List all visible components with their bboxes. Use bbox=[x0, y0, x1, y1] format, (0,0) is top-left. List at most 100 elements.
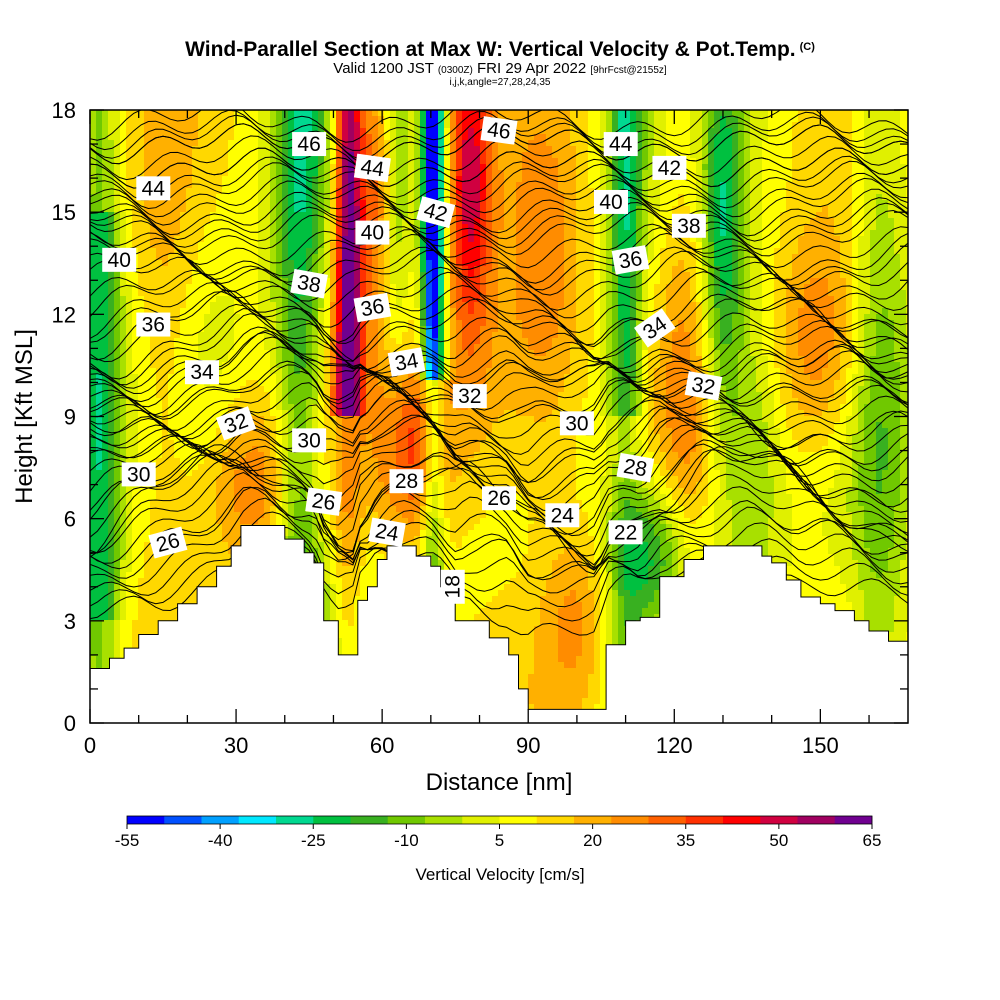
velocity-cell bbox=[300, 362, 307, 369]
velocity-cell bbox=[168, 380, 175, 387]
velocity-cell bbox=[324, 260, 331, 267]
velocity-cell bbox=[240, 392, 247, 399]
velocity-cell bbox=[372, 506, 379, 513]
velocity-cell bbox=[240, 404, 247, 411]
velocity-cell bbox=[228, 350, 235, 357]
velocity-cell bbox=[312, 410, 319, 417]
velocity-cell bbox=[102, 188, 109, 195]
velocity-cell bbox=[180, 176, 187, 183]
velocity-cell bbox=[168, 236, 175, 243]
velocity-cell bbox=[96, 530, 103, 537]
velocity-cell bbox=[216, 314, 223, 321]
velocity-cell bbox=[366, 248, 373, 255]
velocity-cell bbox=[126, 446, 133, 453]
velocity-cell bbox=[120, 626, 127, 633]
velocity-cell bbox=[246, 458, 253, 465]
velocity-cell bbox=[354, 176, 361, 183]
velocity-cell bbox=[258, 500, 265, 507]
velocity-cell bbox=[96, 194, 103, 201]
velocity-cell bbox=[138, 620, 145, 627]
velocity-cell bbox=[264, 128, 271, 135]
velocity-cell bbox=[198, 506, 205, 513]
velocity-cell bbox=[354, 416, 361, 423]
velocity-cell bbox=[180, 374, 187, 381]
velocity-cell bbox=[108, 230, 115, 237]
velocity-cell bbox=[342, 326, 349, 333]
velocity-cell bbox=[228, 206, 235, 213]
velocity-cell bbox=[132, 314, 139, 321]
velocity-cell bbox=[150, 116, 157, 123]
velocity-cell bbox=[246, 404, 253, 411]
velocity-cell bbox=[192, 176, 199, 183]
velocity-cell bbox=[318, 344, 325, 351]
velocity-cell bbox=[216, 374, 223, 381]
velocity-cell bbox=[318, 116, 325, 123]
velocity-cell bbox=[132, 494, 139, 501]
velocity-cell bbox=[132, 146, 139, 153]
velocity-cell bbox=[270, 242, 277, 249]
velocity-cell bbox=[162, 218, 169, 225]
velocity-cell bbox=[192, 338, 199, 345]
velocity-cell bbox=[264, 398, 271, 405]
velocity-cell bbox=[366, 374, 373, 381]
velocity-cell bbox=[258, 236, 265, 243]
velocity-cell bbox=[150, 248, 157, 255]
velocity-cell bbox=[150, 278, 157, 285]
velocity-cell bbox=[132, 626, 139, 633]
velocity-cell bbox=[168, 374, 175, 381]
velocity-cell bbox=[180, 260, 187, 267]
velocity-cell bbox=[168, 518, 175, 525]
velocity-cell bbox=[294, 404, 301, 411]
velocity-cell bbox=[126, 428, 133, 435]
velocity-cell bbox=[246, 452, 253, 459]
velocity-cell bbox=[186, 596, 193, 603]
velocity-cell bbox=[282, 128, 289, 135]
velocity-cell bbox=[330, 440, 337, 447]
velocity-cell bbox=[96, 236, 103, 243]
velocity-cell bbox=[204, 560, 211, 567]
velocity-cell bbox=[276, 212, 283, 219]
velocity-cell bbox=[348, 392, 355, 399]
velocity-cell bbox=[246, 242, 253, 249]
velocity-cell bbox=[300, 464, 307, 471]
velocity-cell bbox=[192, 134, 199, 141]
velocity-cell bbox=[180, 320, 187, 327]
velocity-cell bbox=[162, 254, 169, 261]
velocity-cell bbox=[108, 518, 115, 525]
velocity-cell bbox=[204, 284, 211, 291]
velocity-cell bbox=[240, 110, 247, 117]
velocity-cell bbox=[108, 410, 115, 417]
velocity-cell bbox=[132, 530, 139, 537]
velocity-cell bbox=[198, 476, 205, 483]
velocity-cell bbox=[372, 404, 379, 411]
velocity-cell bbox=[156, 392, 163, 399]
velocity-cell bbox=[294, 332, 301, 339]
velocity-cell bbox=[240, 236, 247, 243]
velocity-cell bbox=[300, 332, 307, 339]
velocity-cell bbox=[90, 176, 97, 183]
velocity-cell bbox=[336, 446, 343, 453]
velocity-cell bbox=[180, 428, 187, 435]
velocity-cell bbox=[228, 260, 235, 267]
velocity-cell bbox=[330, 596, 337, 603]
velocity-cell bbox=[246, 164, 253, 171]
velocity-cell bbox=[162, 452, 169, 459]
velocity-cell bbox=[120, 170, 127, 177]
velocity-cell bbox=[174, 488, 181, 495]
velocity-cell bbox=[258, 362, 265, 369]
velocity-cell bbox=[198, 188, 205, 195]
velocity-cell bbox=[282, 464, 289, 471]
velocity-cell bbox=[186, 410, 193, 417]
velocity-cell bbox=[192, 248, 199, 255]
velocity-cell bbox=[234, 344, 241, 351]
velocity-cell bbox=[174, 182, 181, 189]
velocity-cell bbox=[126, 452, 133, 459]
velocity-cell bbox=[336, 224, 343, 231]
velocity-cell bbox=[324, 548, 331, 555]
velocity-cell bbox=[288, 518, 295, 525]
velocity-cell bbox=[90, 578, 97, 585]
velocity-cell bbox=[336, 632, 343, 639]
velocity-cell bbox=[90, 158, 97, 165]
velocity-cell bbox=[258, 494, 265, 501]
velocity-cell bbox=[96, 518, 103, 525]
